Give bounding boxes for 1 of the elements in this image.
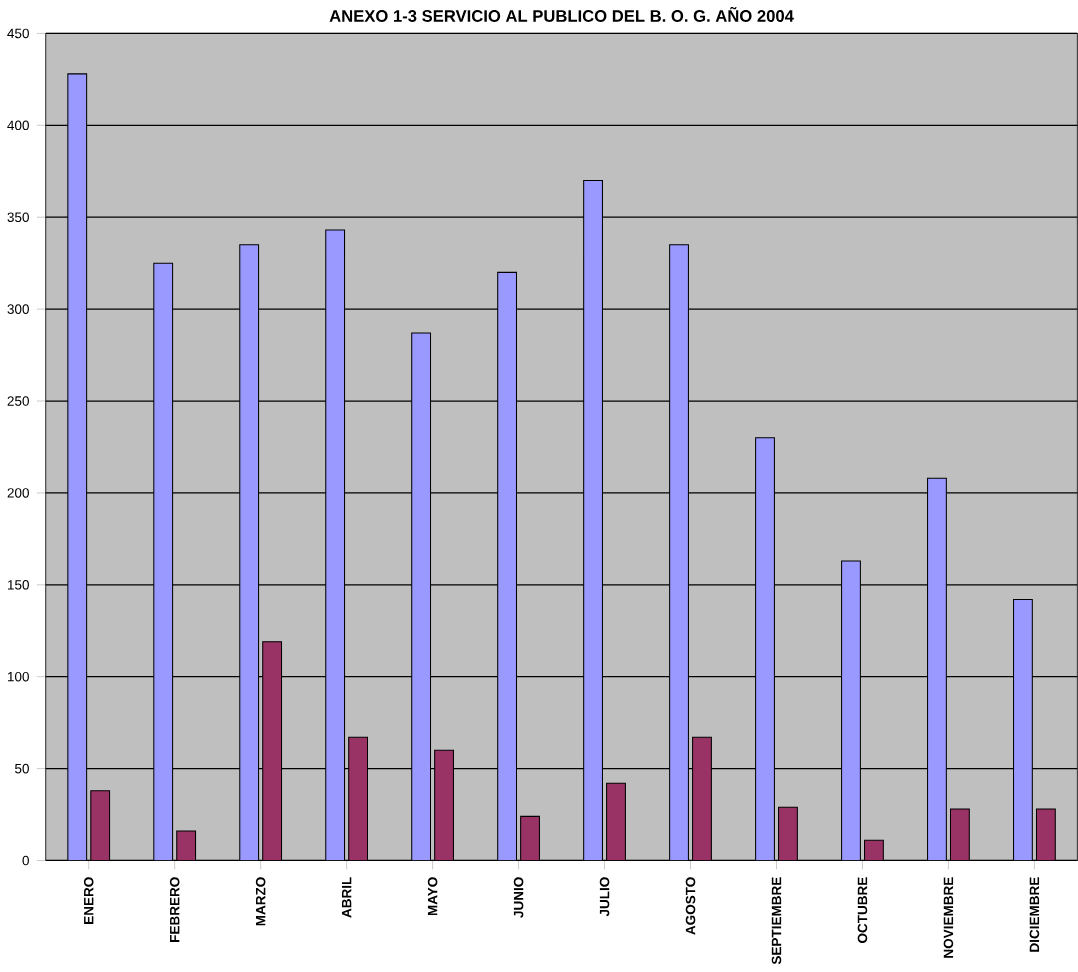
chart-title: ANEXO 1-3 SERVICIO AL PUBLICO DEL B. O. G. AÑO 2004 bbox=[329, 7, 794, 23]
